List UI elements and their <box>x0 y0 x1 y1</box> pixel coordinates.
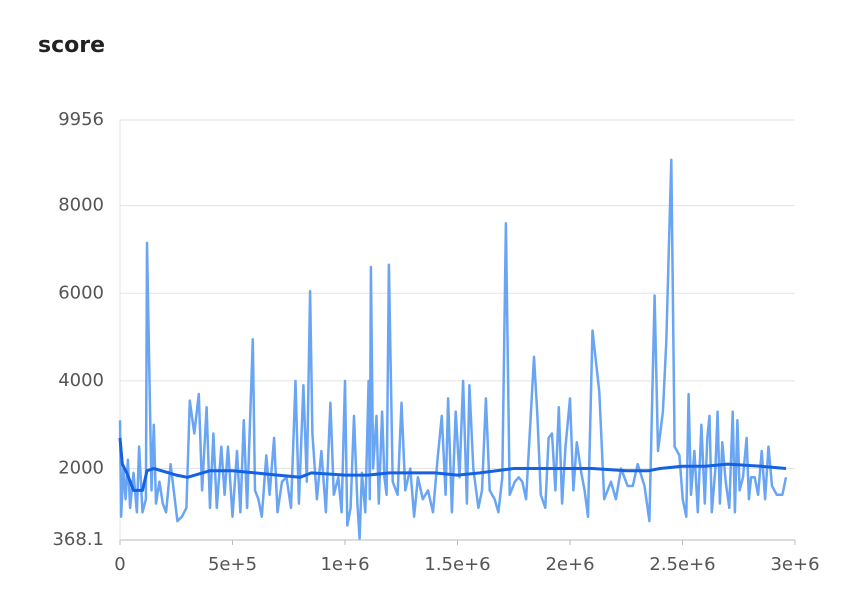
series-line <box>118 437 787 492</box>
y-tick-label: 9956 <box>58 109 104 130</box>
y-tick-label: 368.1 <box>52 529 104 550</box>
y-tick-label: 4000 <box>58 370 104 391</box>
x-tick-label: 0 <box>114 554 125 575</box>
x-tick-label: 1e+6 <box>320 554 369 575</box>
y-tick-label: 2000 <box>58 458 104 479</box>
x-tick-label: 1.5e+6 <box>424 554 490 575</box>
series-line <box>118 158 788 540</box>
x-tick-label: 2.5e+6 <box>649 554 715 575</box>
x-tick-label: 5e+5 <box>208 554 257 575</box>
y-tick-label: 8000 <box>58 195 104 216</box>
x-tick-label: 2e+6 <box>545 554 594 575</box>
y-tick-label: 6000 <box>58 282 104 303</box>
x-tick-label: 3e+6 <box>770 554 819 575</box>
chart-title: score <box>38 33 105 58</box>
